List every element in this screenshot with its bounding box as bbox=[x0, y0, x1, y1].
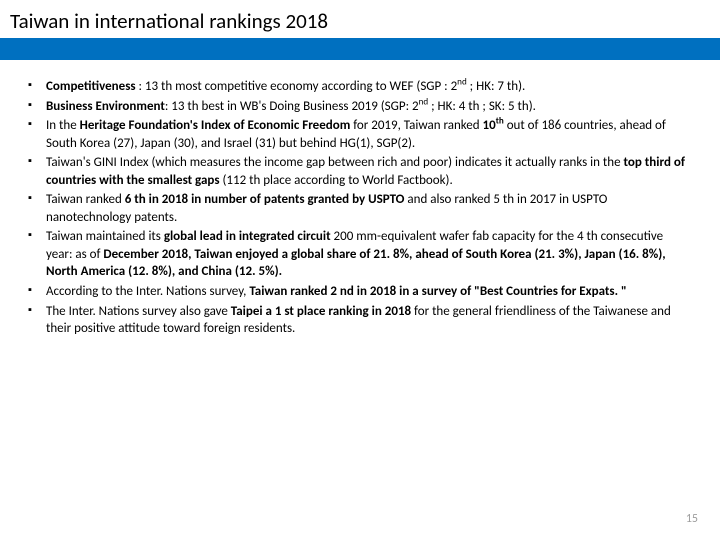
bullet-item: According to the Inter. Nations survey, … bbox=[28, 283, 692, 301]
bullet-text-part: nd bbox=[419, 96, 429, 107]
bullet-text-part: Heritage Foundation's Index of Economic … bbox=[80, 118, 351, 133]
bullet-text-part: Business Environment bbox=[46, 99, 165, 114]
bullet-text-part: nd bbox=[457, 77, 467, 88]
page-number: 15 bbox=[686, 512, 698, 526]
bullet-item: In the Heritage Foundation's Index of Ec… bbox=[28, 117, 692, 152]
bullet-item: Competitiveness : 13 th most competitive… bbox=[28, 78, 692, 96]
bullet-item: Business Environment: 13 th best in WB's… bbox=[28, 98, 692, 116]
bullet-text-part: December 2018, Taiwan enjoyed a global s… bbox=[46, 247, 666, 280]
bullet-item: The Inter. Nations survey also gave Taip… bbox=[28, 303, 692, 338]
bullet-text-part: Taiwan ranked 2 nd in 2018 in a survey o… bbox=[249, 284, 626, 299]
bullet-text-part: global lead in integrated circuit bbox=[164, 229, 331, 244]
bullet-text-part: 10 bbox=[483, 118, 496, 133]
bullet-item: Taiwan's GINI Index (which measures the … bbox=[28, 154, 692, 189]
bullet-text-part: 6 th in 2018 in number of patents grante… bbox=[125, 192, 405, 207]
slide-title: Taiwan in international rankings 2018 bbox=[10, 8, 710, 34]
bullet-text-part: Taipei a 1 st place ranking in 2018 bbox=[231, 304, 411, 319]
title-bar: Taiwan in international rankings 2018 bbox=[0, 0, 720, 38]
bullet-text-part: top third of countries with the smallest… bbox=[46, 155, 685, 188]
blue-separator-bar bbox=[0, 38, 720, 60]
bullet-list: Competitiveness : 13 th most competitive… bbox=[28, 78, 692, 338]
bullet-item: Taiwan ranked 6 th in 2018 in number of … bbox=[28, 191, 692, 226]
bullet-text-part: th bbox=[496, 116, 504, 127]
content-area: Competitiveness : 13 th most competitive… bbox=[0, 60, 720, 338]
bullet-text-part: Competitiveness bbox=[46, 79, 136, 94]
bullet-item: Taiwan maintained its global lead in int… bbox=[28, 228, 692, 281]
